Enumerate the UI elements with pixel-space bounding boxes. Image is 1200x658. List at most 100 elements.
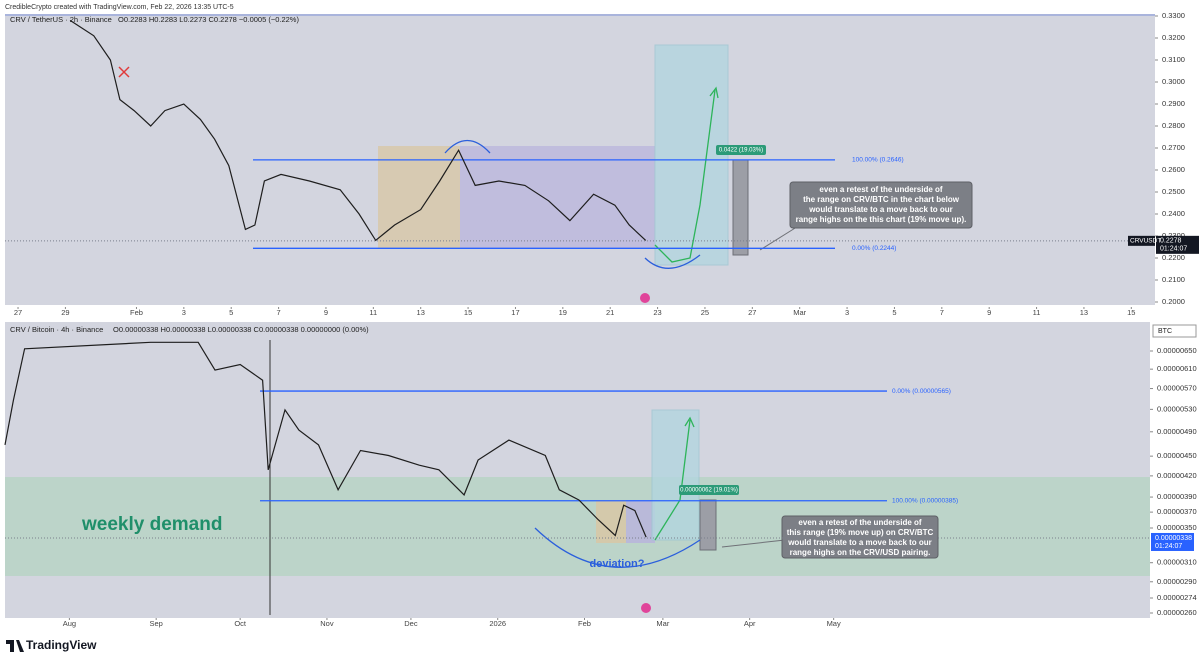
symbol: CRVUSDT [1130, 238, 1161, 245]
projection-box [651, 409, 700, 541]
bottom-arc [644, 254, 701, 269]
x-tick-label: 11 [369, 308, 377, 317]
ohlc: O0.00000338 H0.00000338 L0.00000338 C0.0… [113, 325, 369, 334]
y-tick-label: 0.00000650 [1157, 346, 1197, 355]
target-box [699, 499, 717, 551]
note-line: this range (19% move up) on CRV/BTC [787, 528, 934, 537]
x-tick-label: Dec [404, 619, 418, 628]
y-tick-label: 0.00000450 [1157, 451, 1197, 460]
range-level-label: 100.00% (0.00000385) [892, 497, 958, 504]
projection-box [654, 44, 729, 266]
x-tick-label: 2026 [489, 619, 506, 628]
x-tick-label: 5 [892, 308, 896, 317]
x-tick-label: 5 [229, 308, 233, 317]
note-line: range highs on the CRV/USD pairing. [790, 548, 931, 557]
x-tick-label: Feb [130, 308, 143, 317]
note-line: range highs on the this chart (19% move … [796, 215, 967, 224]
projection-path [654, 419, 691, 541]
range-level-label: 0.00% (0.2244) [852, 245, 896, 252]
event-marker [641, 603, 651, 613]
x-tick-label: Mar [793, 308, 806, 317]
x-tick-label: 3 [845, 308, 849, 317]
x-tick-label: Sep [149, 619, 162, 628]
y-tick-label: 0.00000390 [1157, 492, 1197, 501]
projection-arrow [684, 416, 695, 428]
last-price-tag [1156, 235, 1199, 254]
symbol-tag [1152, 324, 1197, 338]
note-line: even a retest of the underside of [798, 518, 921, 527]
attribution: CredibleCrypto created with TradingView.… [5, 4, 234, 11]
y-tick-label: 0.2400 [1162, 209, 1185, 218]
x-tick-label: 15 [1127, 308, 1135, 317]
note-pointer [721, 539, 786, 548]
projection-label: 0.0422 (19.03%) [719, 148, 763, 154]
y-tick-label: 0.2200 [1162, 253, 1185, 262]
y-tick-label: 0.00000530 [1157, 404, 1197, 413]
x-tick-label: Feb [578, 619, 591, 628]
x-tick-label: 13 [417, 308, 425, 317]
last-price-tag [1151, 532, 1194, 551]
demand-zone [5, 477, 1150, 576]
x-tick-label: 9 [324, 308, 328, 317]
x-tick-label: Mar [656, 619, 669, 628]
x-tick-label: 29 [61, 308, 69, 317]
note-line: the range on CRV/BTC in the chart below [803, 195, 960, 204]
y-tick-label: 0.00000310 [1157, 558, 1197, 567]
top-price-axis [1155, 14, 1200, 305]
y-tick-label: 0.3300 [1162, 11, 1185, 20]
x-tick-label: Oct [234, 619, 247, 628]
y-tick-label: 0.2800 [1162, 121, 1185, 130]
legend: CRV / Bitcoin · 4h · Binance [10, 325, 103, 334]
cross-marker [118, 66, 130, 78]
event-marker [640, 293, 650, 303]
x-tick-label: Apr [744, 619, 756, 628]
x-tick-label: Nov [320, 619, 334, 628]
projection-arrow [709, 86, 719, 99]
y-tick-label: 0.00000490 [1157, 427, 1197, 436]
projection-path [654, 89, 716, 263]
deviation-arc [534, 527, 701, 568]
x-tick-label: 7 [940, 308, 944, 317]
projection-pill [716, 145, 766, 155]
y-tick-label: 0.00000260 [1157, 608, 1197, 617]
y-tick-label: 0.3100 [1162, 55, 1185, 64]
y-tick-label: 0.3200 [1162, 33, 1185, 42]
note-box [781, 515, 939, 559]
y-tick-label: 0.00000350 [1157, 523, 1197, 532]
zone-label: weekly demand [81, 514, 222, 535]
price-line [69, 19, 647, 242]
y-tick-label: 0.00000370 [1157, 507, 1197, 516]
symbol-tag [1128, 235, 1155, 246]
brand: TradingView [26, 638, 97, 652]
brand-logo [6, 640, 24, 652]
countdown: 01:24:07 [1155, 543, 1182, 550]
x-tick-label: May [827, 619, 841, 628]
y-tick-label: 0.2900 [1162, 99, 1185, 108]
countdown: 01:24:07 [1160, 246, 1187, 253]
curve-label: deviation? [589, 558, 644, 570]
range-level-label: 100.00% (0.2646) [852, 157, 904, 164]
bottom-price-axis [1150, 322, 1200, 618]
y-tick-label: 0.2500 [1162, 187, 1185, 196]
price-line [4, 341, 647, 538]
x-tick-label: 27 [748, 308, 756, 317]
x-tick-label: Aug [63, 619, 76, 628]
x-tick-label: 23 [653, 308, 661, 317]
y-tick-label: 0.2100 [1162, 275, 1185, 284]
y-tick-label: 0.2000 [1162, 297, 1185, 306]
symbol: BTC [1158, 328, 1172, 335]
y-tick-label: 0.00000420 [1157, 471, 1197, 480]
y-tick-label: 0.00000610 [1157, 364, 1197, 373]
y-tick-label: 0.2700 [1162, 143, 1185, 152]
y-tick-label: 0.00000290 [1157, 577, 1197, 586]
note-line: would translate to a move back to our [787, 538, 932, 547]
x-tick-label: 3 [182, 308, 186, 317]
y-tick-label: 0.3000 [1162, 77, 1185, 86]
range-box-left [378, 146, 460, 248]
x-tick-label: 25 [701, 308, 709, 317]
x-tick-label: 9 [987, 308, 991, 317]
range-level-label: 0.00% (0.00000565) [892, 388, 951, 395]
x-tick-label: 11 [1033, 308, 1041, 317]
note-line: would translate to a move back to our [808, 205, 953, 214]
